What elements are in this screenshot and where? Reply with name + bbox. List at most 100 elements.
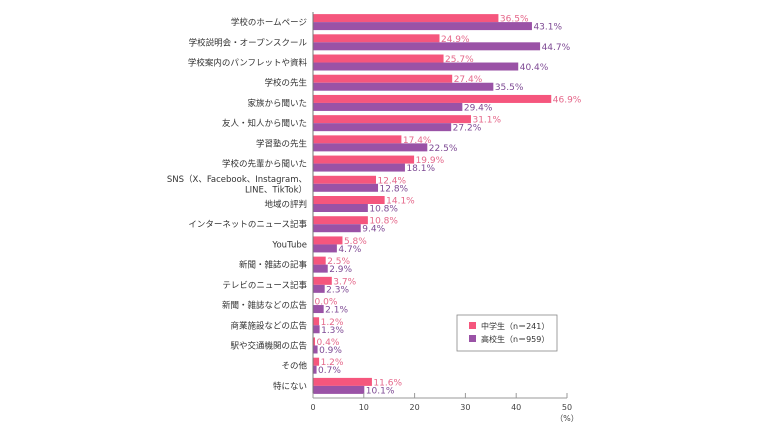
- x-axis: 0 10 20 30 40 50 （%）: [310, 12, 579, 423]
- bar-junior-high: [313, 54, 444, 63]
- legend-box: [456, 314, 558, 352]
- data-label: 0.4%: [317, 338, 340, 348]
- category-label: 学習塾の先生: [256, 138, 308, 149]
- bar-junior-high: [313, 74, 453, 83]
- data-label: 25.7%: [445, 55, 474, 65]
- bar-high-school: [313, 204, 368, 212]
- data-label: 24.9%: [441, 35, 470, 45]
- data-label: 22.5%: [429, 144, 458, 154]
- data-label: 35.5%: [495, 83, 524, 93]
- bar-high-school: [313, 365, 317, 374]
- category-label: 駅や交通機関の広告: [230, 340, 307, 351]
- legend-entry: 高校生（n＝959）: [481, 334, 549, 344]
- data-label: 0.7%: [318, 366, 341, 376]
- x-tick-label: 40: [511, 403, 521, 412]
- legend-entry: 中学生（n＝241）: [481, 321, 549, 331]
- category-label: 学校の先輩から聞いた: [222, 159, 307, 170]
- x-tick-label: 20: [410, 403, 420, 412]
- bar-junior-high: [313, 377, 372, 386]
- data-label: 1.3%: [321, 326, 344, 336]
- data-label: 11.6%: [373, 378, 402, 388]
- bar-high-school: [313, 385, 365, 394]
- bar-junior-high: [313, 276, 332, 285]
- bar-high-school: [313, 183, 379, 192]
- data-label: 29.4%: [464, 103, 493, 113]
- data-label: 14.1%: [386, 197, 415, 207]
- legend: 中学生（n＝241） 高校生（n＝959）: [456, 314, 558, 352]
- x-unit-label: （%）: [555, 414, 579, 423]
- data-label: 3.7%: [333, 277, 356, 287]
- bar-high-school: [313, 62, 519, 71]
- bar-high-school: [313, 345, 318, 354]
- data-label: 19.9%: [416, 156, 445, 166]
- category-label: 新聞・雑誌の記事: [239, 260, 308, 271]
- category-label: その他: [281, 361, 307, 372]
- data-label: 2.1%: [325, 306, 348, 316]
- bars-layer: 36.5% 43.1% 24.9% 44.7% 25.7% 40.4% 27.4% 35.5%…: [313, 14, 582, 396]
- bar-junior-high: [313, 155, 415, 164]
- bar-junior-high: [313, 115, 471, 124]
- data-label: 1.2%: [321, 318, 344, 328]
- x-tick-label: 50: [562, 403, 572, 412]
- bar-high-school: [313, 325, 320, 334]
- category-label: 新聞・雑誌などの広告: [222, 300, 307, 311]
- data-label: 27.4%: [454, 75, 483, 85]
- bar-junior-high: [313, 34, 440, 43]
- bar-high-school: [313, 143, 428, 152]
- data-label: 1.2%: [321, 358, 344, 368]
- bar-high-school: [313, 163, 405, 172]
- legend-swatch: [469, 335, 476, 342]
- x-tick-label: 10: [359, 403, 369, 412]
- bar-high-school: [313, 224, 361, 233]
- bar-junior-high: [313, 216, 368, 225]
- bar-junior-high: [313, 337, 316, 346]
- data-label: 12.4%: [377, 176, 406, 186]
- category-label: 学校のホームページ: [231, 17, 307, 28]
- data-label: 9.4%: [362, 225, 385, 235]
- data-label: 44.7%: [542, 43, 571, 53]
- data-label: 4.7%: [338, 245, 361, 255]
- category-labels: 学校のホームページ学校説明会・オープンスクール学校案内のパンフレットや資料学校の…: [167, 17, 308, 392]
- category-label: テレビのニュース記事: [222, 280, 307, 291]
- data-label: 0.0%: [315, 298, 338, 308]
- category-label: 商業施設などの広告: [230, 320, 307, 331]
- data-label: 2.9%: [329, 265, 352, 275]
- bar-high-school: [313, 244, 337, 253]
- bar-junior-high: [313, 14, 499, 23]
- data-label: 10.8%: [369, 217, 398, 227]
- data-label: 40.4%: [520, 63, 549, 73]
- category-label: 学校の先生: [264, 78, 307, 89]
- bar-high-school: [313, 102, 463, 111]
- bar-high-school: [313, 284, 325, 293]
- data-label: 0.9%: [319, 346, 342, 356]
- data-label: 43.1%: [533, 23, 562, 33]
- bar-high-school: [313, 42, 541, 51]
- category-label: 地域の評判: [264, 199, 307, 210]
- bar-high-school: [313, 123, 452, 132]
- x-tick-label: 0: [310, 403, 315, 412]
- data-label: 10.1%: [366, 386, 395, 396]
- bar-junior-high: [313, 175, 376, 184]
- bar-junior-high: [313, 135, 402, 144]
- bar-junior-high: [313, 94, 552, 103]
- legend-swatch: [469, 322, 476, 329]
- data-label: 5.8%: [344, 237, 367, 247]
- data-label: 2.3%: [326, 285, 349, 295]
- category-label: 学校説明会・オープンスクール: [189, 37, 308, 48]
- data-label: 46.9%: [553, 95, 582, 105]
- data-label: 12.8%: [380, 184, 409, 194]
- bar-junior-high: [313, 357, 320, 366]
- category-label: 友人・知人から聞いた: [222, 118, 307, 129]
- bar-high-school: [313, 264, 328, 273]
- category-label: 学校案内のパンフレットや資料: [188, 58, 308, 69]
- bar-junior-high: [313, 196, 385, 204]
- bar-high-school: [313, 305, 324, 314]
- bar-high-school: [313, 22, 532, 31]
- category-label: インターネットのニュース記事: [188, 219, 307, 230]
- x-tick-label: 30: [460, 403, 470, 412]
- category-label: 家族から聞いた: [247, 98, 307, 109]
- data-label: 36.5%: [500, 15, 529, 25]
- data-label: 27.2%: [453, 124, 482, 134]
- bar-junior-high: [313, 236, 343, 245]
